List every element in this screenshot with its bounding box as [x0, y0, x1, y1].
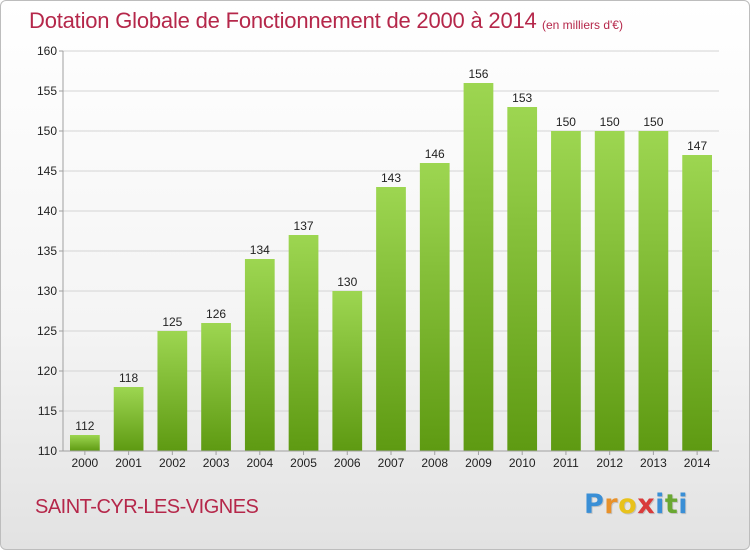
bar [551, 131, 581, 451]
y-tick-label: 115 [38, 404, 57, 418]
logo-letter: P [584, 489, 605, 520]
y-tick-label: 145 [37, 164, 57, 178]
bar-value-label: 112 [75, 419, 94, 433]
y-tick-label: 110 [38, 444, 57, 458]
bar-value-label: 153 [512, 91, 532, 105]
bar-value-label: 126 [206, 307, 226, 321]
x-tick-label: 2014 [684, 456, 711, 470]
bar-value-label: 150 [643, 115, 663, 129]
bar-value-label: 130 [337, 275, 357, 289]
x-tick-label: 2007 [378, 456, 405, 470]
commune-name: SAINT-CYR-LES-VIGNES [35, 496, 259, 518]
bar [638, 131, 669, 451]
bar-value-label: 150 [600, 115, 620, 129]
axis-layer: 110 115 120 125 130 135 140 145 150 155 160 2000 200… [37, 44, 719, 470]
logo-letter: o [618, 489, 638, 520]
bar [201, 323, 231, 451]
bar [419, 163, 450, 451]
logo-letter: i [678, 489, 689, 520]
y-tick-label: 130 [37, 284, 57, 298]
bar [507, 107, 538, 451]
bar [244, 259, 275, 451]
bar [113, 387, 144, 451]
logo-letter: t [664, 489, 679, 520]
logo-letter: x [637, 489, 656, 520]
bar-value-label: 118 [119, 371, 138, 385]
logo-letter: i [655, 489, 665, 520]
bar [682, 155, 713, 451]
bar-value-label: 146 [425, 147, 445, 161]
x-tick-label: 2008 [421, 456, 448, 470]
y-tick-label: 125 [37, 324, 57, 338]
bar-value-label: 156 [468, 67, 488, 81]
x-tick-label: 2009 [465, 456, 492, 470]
bar-value-label: 125 [162, 315, 182, 329]
bar [69, 435, 100, 451]
x-tick-label: 2002 [159, 456, 186, 470]
x-tick-label: 2001 [115, 456, 142, 470]
x-tick-label: 2010 [509, 456, 536, 470]
x-tick-label: 2003 [203, 456, 230, 470]
y-tick-label: 160 [37, 44, 57, 58]
proxiti-logo[interactable]: Proxiti [584, 489, 688, 520]
bar [463, 83, 494, 451]
chart-title: Dotation Globale de Fonctionnement de 20… [29, 8, 537, 33]
logo-letter: r [604, 489, 619, 520]
x-tick-label: 2005 [290, 456, 317, 470]
bar-layer: 112 118 125 126 134 137 130 143 146 156 153 150 150 1… [69, 67, 713, 451]
x-tick-label: 2004 [246, 456, 273, 470]
bar-value-label: 134 [250, 243, 270, 257]
y-tick-label: 155 [37, 84, 57, 98]
x-tick-label: 2011 [553, 456, 579, 470]
y-tick-label: 150 [37, 124, 57, 138]
y-tick-label: 140 [37, 204, 57, 218]
bar [376, 187, 406, 451]
bar-value-label: 147 [687, 139, 707, 153]
bar-value-label: 143 [381, 171, 401, 185]
bar [157, 331, 188, 451]
x-tick-label: 2012 [596, 456, 623, 470]
bar [288, 235, 319, 451]
y-tick-label: 135 [37, 244, 57, 258]
x-tick-label: 2006 [334, 456, 361, 470]
chart-subtitle: (en milliers d'€) [542, 18, 623, 32]
bar-value-label: 150 [556, 115, 576, 129]
y-tick-label: 120 [37, 364, 57, 378]
x-tick-label: 2000 [72, 456, 99, 470]
bar [332, 291, 363, 451]
x-tick-label: 2013 [640, 456, 667, 470]
bar [594, 131, 625, 451]
bar-value-label: 137 [294, 219, 314, 233]
